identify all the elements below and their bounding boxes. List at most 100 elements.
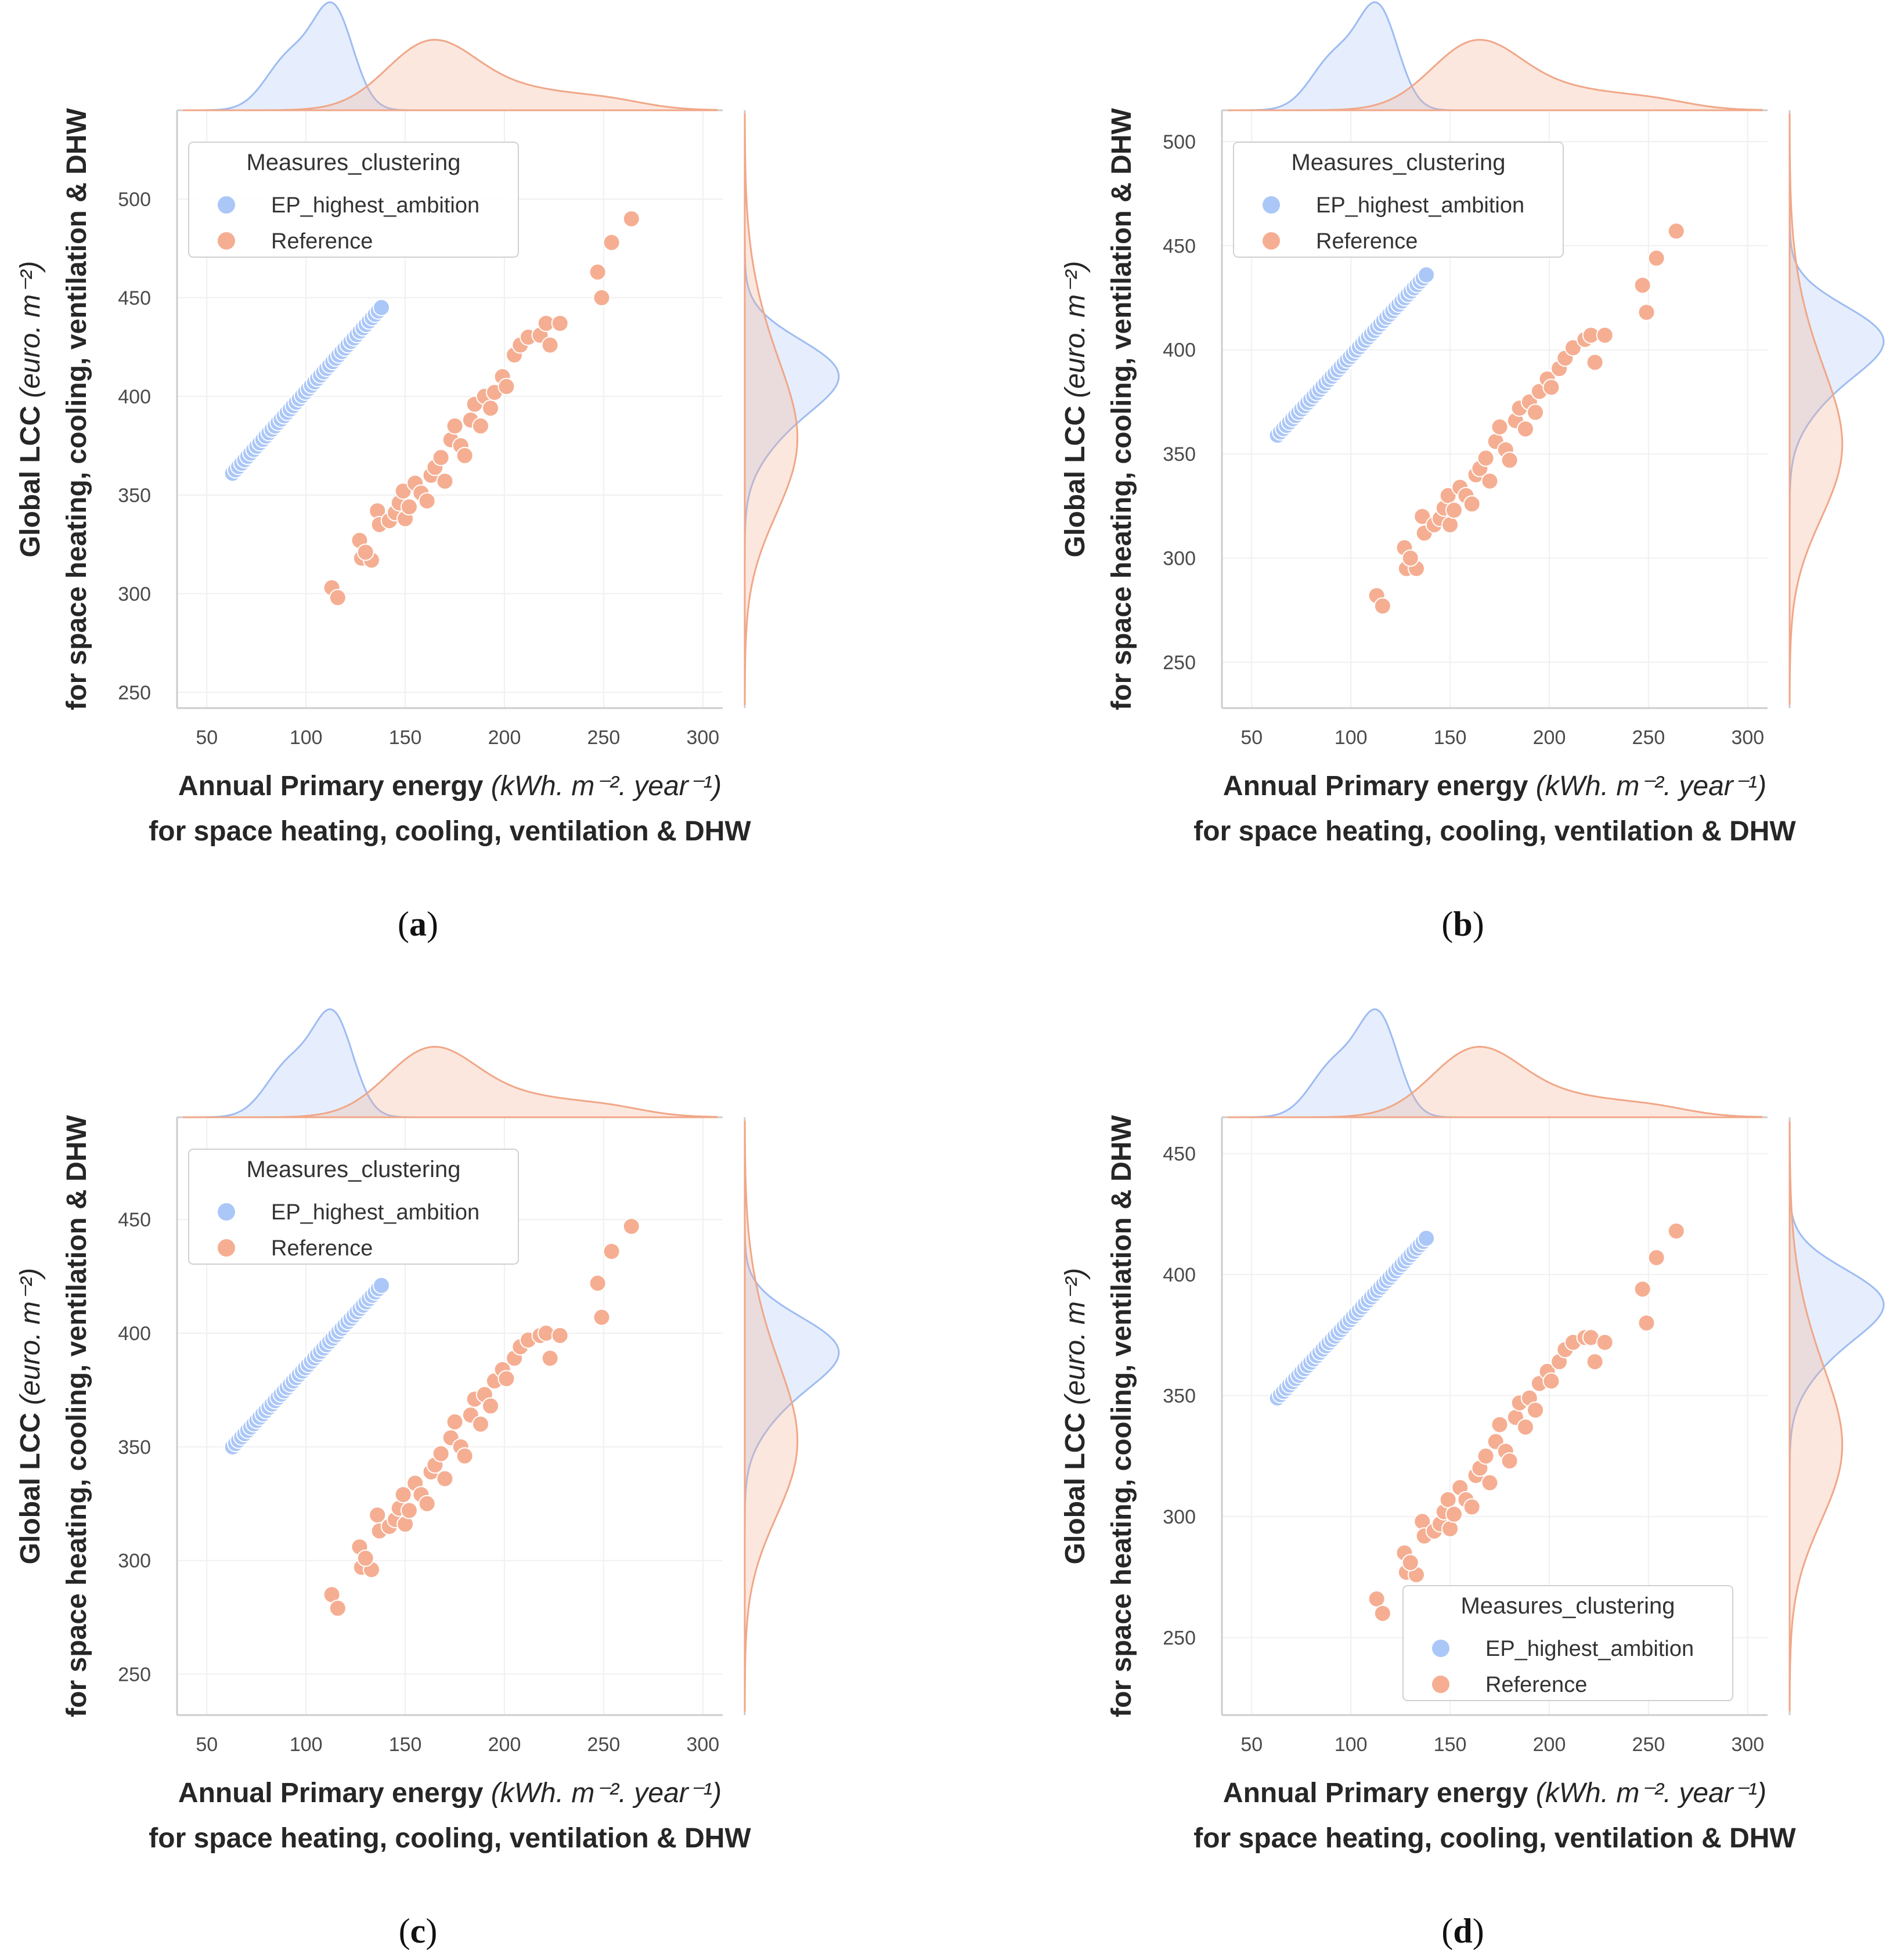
y-tick-label: 350 [118,485,151,507]
point-reference [603,233,621,251]
point-reference [1596,1333,1614,1351]
x-tick-label: 150 [389,727,422,749]
point-reference [551,1326,569,1344]
x-tick-label: 200 [1533,1734,1566,1756]
legend-marker-reference [1432,1676,1449,1693]
y-axis-label-main: Global LCC [1060,406,1091,557]
y-axis-label-line2: for space heating, cooling, ventilation … [1106,1115,1137,1717]
y-axis-label-line2: for space heating, cooling, ventilation … [62,1115,92,1717]
point-reference [482,399,500,417]
point-reference [497,377,515,395]
point-reference [446,417,464,435]
x-axis-label-units: (kWh. m⁻². year⁻¹) [1536,1778,1766,1809]
point-reference [1445,501,1463,519]
panel-a: 50 100 150 200 250 300 250 300 350 400 450 500 Measu… [15,1,840,943]
point-reference [622,1217,640,1235]
point-reference [329,1599,347,1617]
y-tick-label: 450 [1163,1143,1196,1165]
y-tick-label: 300 [1163,1506,1196,1528]
point-reference [1542,378,1560,396]
y-tick-label: 450 [118,1209,151,1231]
x-tick-label: 300 [686,1734,719,1756]
point-reference [541,336,559,354]
x-tick-label: 100 [290,1734,323,1756]
point-reference [356,543,374,561]
point-reference [1638,304,1656,322]
y-axis-label: Global LCC (euro. m⁻²) [1060,1268,1091,1565]
point-reference [541,1349,559,1367]
point-reference [1516,1418,1534,1436]
x-axis-label: Annual Primary energy (kWh. m⁻². year⁻¹) [178,1778,722,1809]
point-reference [1633,1280,1651,1298]
point-reference [1527,1401,1545,1419]
point-reference [1481,472,1499,490]
y-tick-label: 450 [1163,235,1196,257]
point-ep-highest-ambition [373,1276,391,1294]
x-axis-label-line2: for space heating, cooling, ventilation … [149,816,751,847]
point-reference [400,498,418,516]
point-reference [622,210,640,228]
x-axis-label-main: Annual Primary energy [178,771,484,802]
y-tick-label: 250 [1163,652,1196,674]
x-tick-label: 300 [1731,1734,1764,1756]
point-reference [394,1486,412,1504]
panel-label-letter: d [1453,1912,1472,1950]
point-reference [1445,1505,1463,1523]
legend: Measures_clustering EP_highest_ambition Re… [1233,142,1564,258]
panel-c: 50 100 150 200 250 300 250 300 350 400 450 Measures… [15,1008,840,1950]
y-axis-label: Global LCC (euro. m⁻²) [1060,261,1091,558]
y-tick-label: 400 [1163,340,1196,362]
legend-marker-ep [218,196,235,214]
point-reference [1439,1490,1457,1508]
legend-marker-reference [1263,232,1280,250]
point-reference [1463,1498,1481,1516]
right-kde-orange [744,1121,799,1712]
panel-b: 50 100 150 200 250 300 250 300 350 400 450 500 Measu… [1060,1,1885,943]
top-kde-orange [183,38,718,111]
point-reference [1586,353,1604,371]
x-tick-label: 50 [1240,727,1263,749]
point-reference [1633,276,1651,294]
y-tick-label: 300 [1163,548,1196,570]
point-reference [1439,486,1457,504]
point-reference [1441,1519,1459,1537]
legend-marker-ep [1263,196,1280,214]
point-reference [589,263,607,281]
y-axis-label: Global LCC (euro. m⁻²) [15,1268,46,1565]
x-axis-label: Annual Primary energy (kWh. m⁻². year⁻¹) [178,771,722,802]
x-tick-label: 300 [1731,727,1764,749]
point-reference [1501,451,1519,469]
x-tick-label: 250 [587,727,621,749]
point-ep-highest-ambition [373,298,391,316]
point-reference [1481,1474,1499,1492]
y-tick-label: 400 [1163,1264,1196,1286]
y-axis-label-units: (euro. m⁻²) [1060,261,1091,398]
y-axis-label-line2: for space heating, cooling, ventilation … [62,108,92,710]
x-axis-label-units: (kWh. m⁻². year⁻¹) [491,771,722,802]
legend-label-ep: EP_highest_ambition [271,193,479,218]
point-reference [394,482,412,500]
x-axis-label-units: (kWh. m⁻². year⁻¹) [491,1778,722,1809]
top-kde-orange [1228,38,1763,111]
y-tick-label: 350 [1163,443,1196,465]
x-axis-label-main: Annual Primary energy [1223,771,1528,802]
y-tick-label: 300 [118,1550,151,1572]
point-reference [551,315,569,333]
x-axis-label-main: Annual Primary energy [1223,1778,1528,1809]
legend-label-ep: EP_highest_ambition [1316,193,1524,218]
point-reference [1542,1372,1560,1390]
x-axis-label: Annual Primary energy (kWh. m⁻². year⁻¹) [1223,1778,1766,1809]
x-tick-label: 100 [1335,1734,1368,1756]
point-reference [471,1415,489,1433]
point-reference [432,1445,450,1463]
x-tick-label: 100 [290,727,323,749]
legend-frame [1233,142,1564,258]
legend-label-ep: EP_highest_ambition [271,1200,479,1225]
point-reference [446,1413,464,1431]
point-reference [482,1397,500,1415]
y-tick-label: 500 [118,189,151,211]
point-reference [1516,420,1534,438]
legend-marker-ep [1432,1640,1449,1657]
point-reference [456,1447,474,1465]
